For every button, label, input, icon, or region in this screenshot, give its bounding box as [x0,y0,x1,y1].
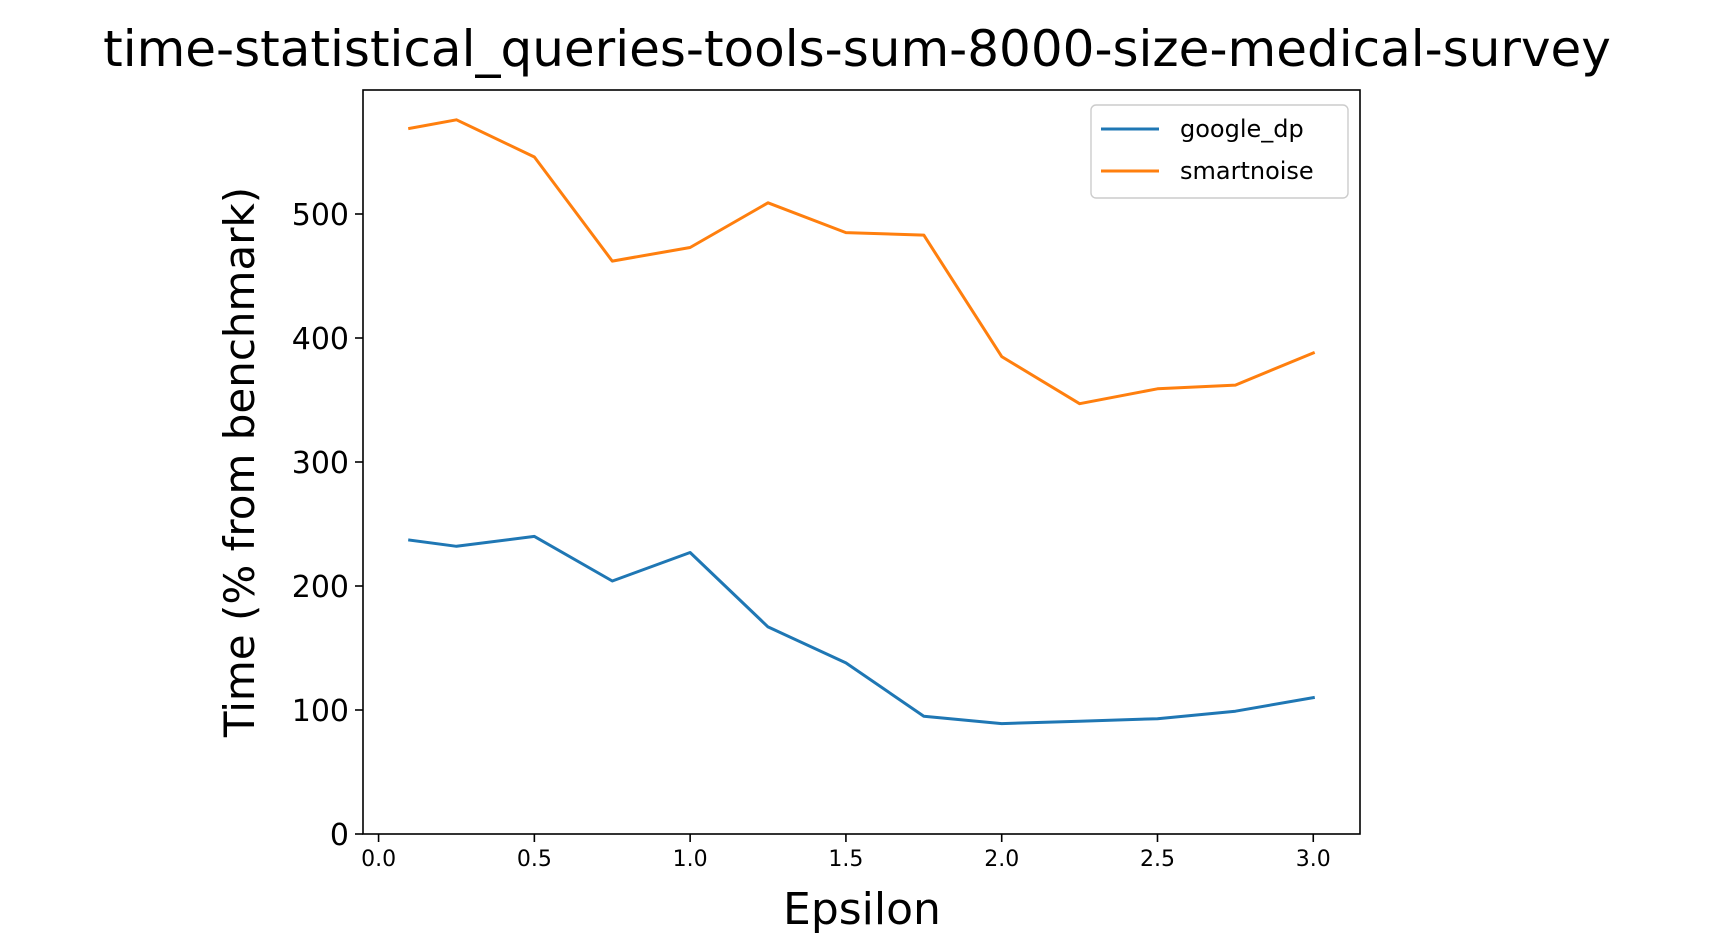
x-tick-label: 0.0 [361,847,396,872]
y-axis-ticks: 0 100 200 300 400 500 [292,198,363,853]
x-tick-label: 1.0 [673,847,708,872]
y-axis-label: Time (% from benchmark) [215,187,264,738]
x-tick-label: 3.0 [1296,847,1331,872]
x-tick-label: 1.5 [828,847,863,872]
legend-label-google_dp: google_dp [1180,115,1304,143]
x-axis-ticks: 0.0 0.5 1.0 1.5 2.0 2.5 3.0 [361,834,1331,872]
y-tick-label: 500 [292,198,349,233]
x-tick-label: 2.0 [984,847,1019,872]
x-tick-label: 2.5 [1140,847,1175,872]
plot-area [363,90,1360,834]
chart-title: time-statistical_queries-tools-sum-8000-… [103,20,1611,78]
x-tick-label: 0.5 [517,847,552,872]
y-tick-label: 0 [330,818,349,853]
y-tick-label: 100 [292,694,349,729]
y-tick-label: 400 [292,322,349,357]
x-axis-label: Epsilon [783,884,941,935]
series-layer [407,118,1316,726]
y-tick-label: 200 [292,570,349,605]
y-tick-label: 300 [292,446,349,481]
legend: google_dp smartnoise [1090,104,1349,199]
legend-label-smartnoise: smartnoise [1180,157,1314,185]
